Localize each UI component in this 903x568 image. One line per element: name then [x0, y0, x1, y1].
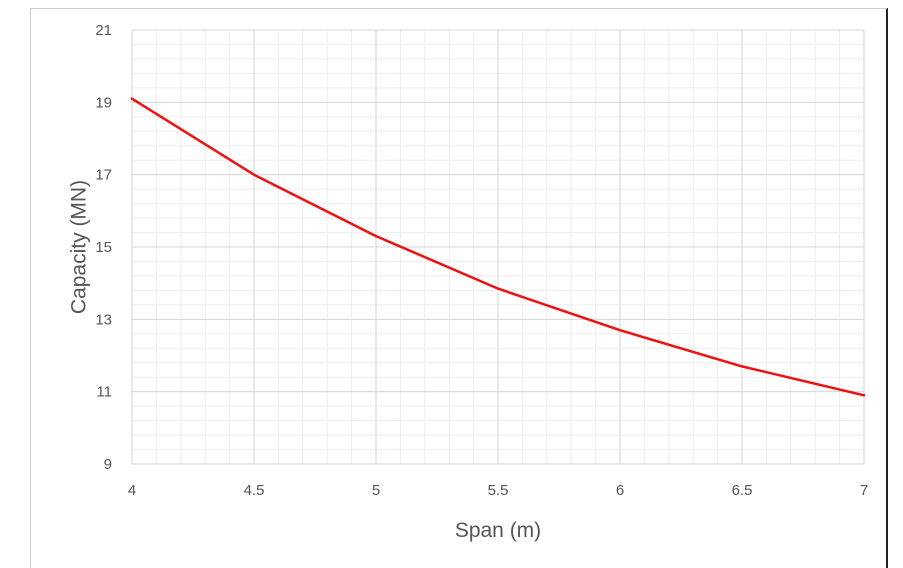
series-layer — [130, 97, 866, 397]
data-point — [252, 173, 256, 176]
data-point — [130, 97, 134, 100]
x-tick-label: 7 — [860, 482, 868, 499]
y-tick-label: 19 — [95, 94, 112, 111]
y-tick-label: 11 — [96, 384, 112, 401]
x-tick-label: 5.5 — [488, 482, 509, 499]
major-grid — [131, 29, 865, 465]
y-tick-label: 21 — [95, 22, 112, 39]
data-point — [862, 394, 866, 397]
x-tick-label: 6.5 — [732, 482, 753, 499]
x-tick-label: 5 — [372, 482, 380, 499]
line-chart: 4 4.5 5 5.5 6 6.5 7 9 11 13 15 17 19 21 Span (m) Cap… — [67, 22, 868, 542]
y-axis-title: Capacity (MN) — [67, 180, 90, 314]
x-axis-title: Span (m) — [455, 519, 541, 542]
x-tick-label: 6 — [616, 482, 624, 499]
chart-frame — [30, 8, 888, 568]
y-tick-label: 17 — [95, 167, 112, 184]
x-tick-labels: 4 4.5 5 5.5 6 6.5 7 — [128, 482, 868, 499]
y-tick-labels: 9 11 13 15 17 19 21 — [95, 22, 112, 473]
x-tick-label: 4.5 — [244, 482, 265, 499]
x-tick-label: 4 — [128, 482, 136, 499]
data-point — [374, 234, 378, 238]
data-point — [618, 328, 622, 332]
y-tick-label: 15 — [95, 239, 112, 256]
y-tick-label: 9 — [104, 456, 112, 473]
data-point — [740, 365, 744, 368]
data-point — [496, 287, 500, 290]
y-tick-label: 13 — [95, 311, 112, 328]
